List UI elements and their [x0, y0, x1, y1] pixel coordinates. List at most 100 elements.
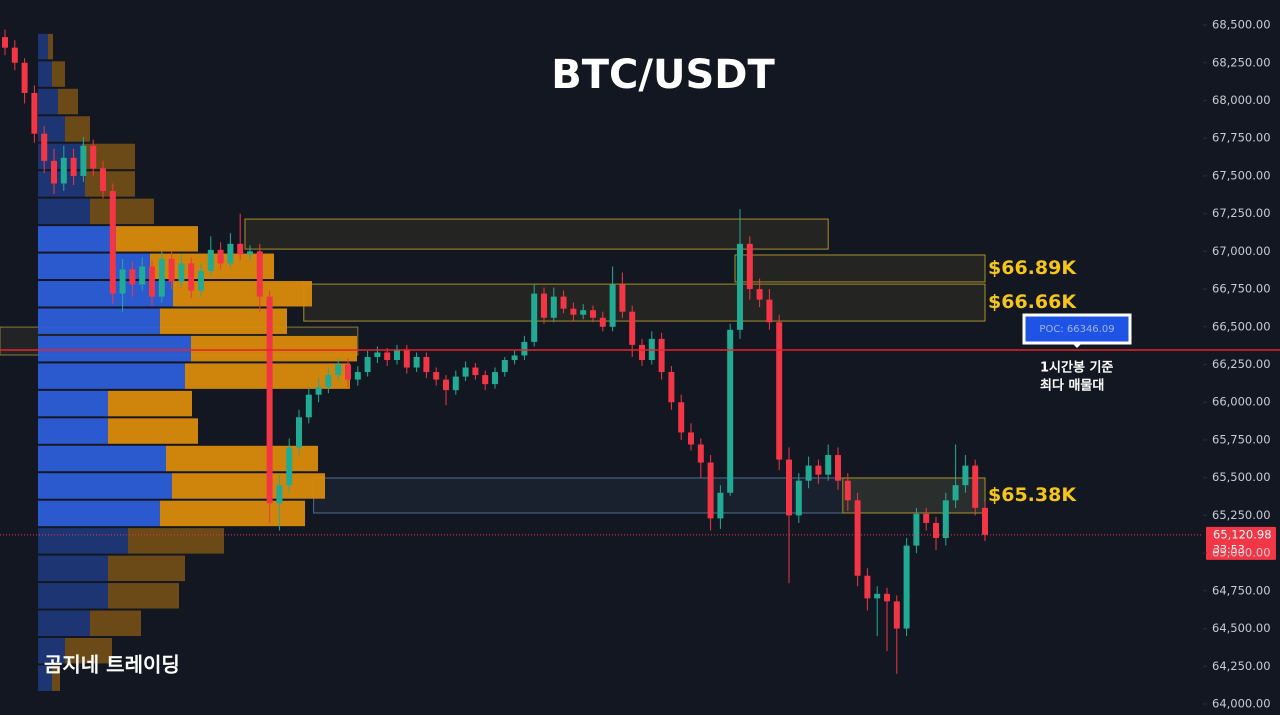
candle-body — [844, 480, 851, 501]
candle-body — [60, 157, 67, 184]
candle-body — [21, 62, 28, 93]
candle-body — [501, 359, 508, 373]
profile-up — [38, 33, 48, 60]
candle-body — [531, 293, 538, 342]
candle-body — [462, 367, 469, 377]
candle-body — [139, 266, 146, 285]
y-tick-label: 67,750.00 — [1212, 131, 1271, 145]
y-tick-label: 68,000.00 — [1212, 93, 1271, 107]
zone — [244, 218, 829, 250]
profile-down — [191, 335, 357, 362]
candle-body — [51, 160, 57, 184]
candle-body — [590, 310, 596, 318]
profile-up — [38, 198, 90, 225]
candle-body — [795, 480, 802, 516]
profile-up — [38, 665, 52, 691]
candle-body — [217, 249, 224, 264]
y-tick-label: 64,000.00 — [1212, 696, 1271, 710]
zone — [734, 254, 986, 283]
candle-body — [207, 249, 214, 271]
candle-body — [149, 266, 155, 297]
profile-up — [38, 555, 108, 582]
profile-up — [38, 308, 160, 334]
candle-body — [178, 263, 185, 282]
candle-body — [697, 444, 704, 463]
profile-down — [172, 473, 325, 499]
profile-down — [173, 281, 312, 307]
candle-body — [854, 500, 861, 576]
y-tick-label: 65,750.00 — [1212, 432, 1271, 446]
profile-down — [108, 418, 198, 444]
candle-body — [345, 364, 351, 380]
candle-body — [776, 322, 783, 460]
candle-body — [109, 191, 116, 294]
y-tick-label: 64,250.00 — [1212, 659, 1271, 673]
candle-body — [815, 465, 822, 475]
candle-body — [933, 522, 939, 539]
candle-body — [403, 349, 410, 368]
candle-body — [766, 299, 773, 323]
profile-up — [38, 226, 116, 252]
candle-body — [443, 379, 449, 391]
profile-down — [65, 637, 112, 664]
profile-down — [166, 445, 318, 472]
candle-body — [256, 251, 263, 297]
profile-up — [38, 583, 108, 609]
profile-down — [108, 555, 185, 582]
profile-down — [52, 665, 60, 691]
candle-body — [129, 269, 136, 285]
profile-down — [128, 528, 224, 554]
candle-body — [550, 296, 557, 318]
candle-body — [717, 492, 724, 519]
candle-body — [599, 317, 606, 327]
candle-body — [756, 289, 763, 300]
candle-body — [560, 296, 567, 309]
poc-box — [1022, 313, 1132, 345]
candle-body — [80, 145, 87, 176]
profile-down — [82, 143, 135, 170]
candle-body — [41, 133, 48, 161]
y-tick-label: 68,500.00 — [1212, 18, 1271, 32]
candle-body — [364, 356, 371, 373]
y-tick-label: 64,750.00 — [1212, 583, 1271, 597]
candle-body — [913, 513, 920, 546]
y-tick-label: 64,500.00 — [1212, 621, 1271, 635]
candle-body — [433, 372, 440, 380]
y-tick-label: 67,000.00 — [1212, 244, 1271, 258]
y-tick-label: 66,250.00 — [1212, 357, 1271, 371]
candle-body — [511, 355, 518, 360]
candle-body — [972, 465, 979, 508]
candle-body — [472, 367, 479, 376]
y-tick-label: 65,000.00 — [1212, 546, 1271, 560]
candle-body — [100, 168, 106, 192]
candle-body — [492, 372, 498, 385]
candle-body — [619, 284, 626, 312]
profile-down — [52, 61, 65, 87]
y-tick-label: 66,000.00 — [1212, 395, 1271, 409]
candle-body — [119, 269, 126, 294]
note-line: 최다 매물대 — [1040, 378, 1104, 394]
candle-body — [227, 243, 234, 264]
candle-body — [2, 37, 8, 48]
chart-title: BTC/USDT — [551, 52, 775, 98]
candle-body — [286, 447, 293, 486]
candle-body — [423, 356, 430, 373]
y-tick-label: 67,500.00 — [1212, 168, 1271, 182]
candle-body — [874, 593, 881, 599]
candle-body — [727, 329, 734, 493]
candle-body — [570, 308, 577, 315]
candle-body — [805, 465, 812, 481]
candle-body — [198, 270, 204, 291]
candle-body — [825, 455, 832, 475]
candle-body — [11, 47, 18, 63]
candle-body — [786, 459, 792, 516]
profile-up — [38, 528, 128, 554]
profile-down — [108, 390, 192, 417]
candle-body — [158, 258, 165, 297]
profile-up — [38, 473, 172, 499]
candle-body — [237, 243, 244, 255]
overlays: $66.89K $66.66K $65.38K POC: 66346.09 65,120… — [0, 257, 1280, 560]
candle-body — [923, 513, 930, 523]
profile-up — [38, 500, 160, 527]
